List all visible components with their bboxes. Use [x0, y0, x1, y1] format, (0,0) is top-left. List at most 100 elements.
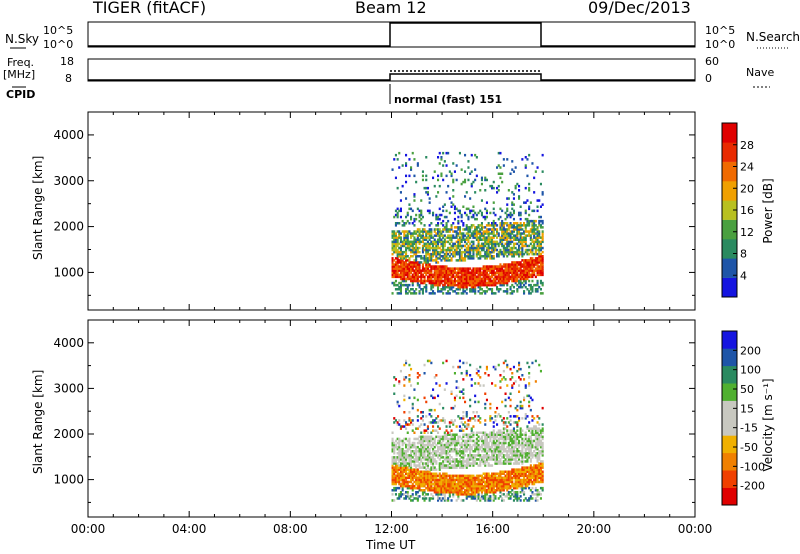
- data-cell: [421, 244, 424, 248]
- data-cell: [491, 464, 494, 467]
- data-cell: [438, 419, 441, 422]
- data-cell: [528, 486, 531, 490]
- data-cell: [452, 189, 455, 192]
- data-cell: [408, 466, 411, 469]
- data-cell: [524, 443, 527, 447]
- data-cell: [487, 244, 490, 248]
- data-cell: [464, 250, 467, 254]
- data-cell: [519, 271, 522, 274]
- data-cell: [512, 476, 515, 480]
- data-cell: [421, 174, 424, 178]
- data-cell: [403, 474, 406, 478]
- data-cell: [401, 460, 404, 463]
- data-cell: [465, 361, 468, 365]
- data-cell: [538, 265, 541, 268]
- data-cell: [465, 271, 468, 274]
- data-cell: [492, 230, 495, 233]
- data-cell: [509, 269, 512, 272]
- data-cell: [506, 431, 509, 434]
- data-cell: [523, 474, 526, 478]
- data-cell: [458, 269, 461, 272]
- data-cell: [480, 182, 483, 186]
- data-cell: [408, 271, 411, 274]
- data-cell: [489, 265, 492, 268]
- data-cell: [534, 228, 537, 231]
- data-cell: [445, 435, 448, 439]
- data-cell: [421, 290, 424, 293]
- data-cell: [482, 433, 485, 436]
- data-cell: [423, 429, 426, 432]
- data-cell: [472, 433, 475, 436]
- data-cell: [494, 441, 497, 445]
- data-cell: [398, 497, 401, 500]
- data-cell: [440, 172, 443, 175]
- data-cell: [428, 476, 431, 480]
- data-cell: [405, 263, 408, 266]
- data-cell: [443, 283, 446, 287]
- data-cell: [504, 211, 507, 215]
- data-cell: [415, 246, 418, 250]
- data-cell: [474, 456, 477, 459]
- data-cell: [487, 240, 490, 244]
- data-cell: [450, 437, 453, 441]
- data-cell: [442, 486, 445, 490]
- data-cell: [497, 265, 500, 268]
- data-cell: [484, 265, 487, 268]
- data-cell: [416, 437, 419, 441]
- data-cell: [415, 476, 418, 480]
- data-cell: [465, 285, 468, 289]
- data-cell: [425, 429, 428, 432]
- data-cell: [482, 242, 485, 246]
- data-cell: [428, 408, 431, 412]
- data-cell: [450, 234, 453, 237]
- data-cell: [410, 484, 413, 488]
- data-cell: [445, 464, 448, 467]
- data-cell: [499, 267, 502, 270]
- data-cell: [432, 246, 435, 250]
- data-cell: [511, 277, 514, 281]
- data-cell: [410, 462, 413, 465]
- data-cell: [398, 281, 401, 285]
- data-cell: [507, 435, 510, 439]
- data-cell: [484, 292, 487, 295]
- data-cell: [450, 248, 453, 252]
- data-cell: [539, 431, 542, 434]
- data-cell: [509, 172, 512, 175]
- data-cell: [531, 250, 534, 254]
- data-cell: [425, 279, 428, 283]
- data-cell: [415, 271, 418, 274]
- data-cell: [470, 290, 473, 293]
- data-cell: [497, 437, 500, 441]
- data-cell: [536, 244, 539, 248]
- data-cell: [423, 230, 426, 233]
- data-cell: [450, 238, 453, 241]
- data-cell: [491, 184, 494, 188]
- data-cell: [484, 462, 487, 465]
- data-cell: [443, 497, 446, 500]
- data-cell: [518, 419, 521, 422]
- data-cell: [462, 476, 465, 480]
- data-cell: [514, 252, 517, 256]
- data-cell: [406, 285, 409, 289]
- data-cell: [423, 480, 426, 484]
- data-cell: [411, 250, 414, 254]
- data-cell: [416, 248, 419, 252]
- data-cell: [399, 474, 402, 478]
- data-cell: [458, 466, 461, 469]
- data-cell: [447, 460, 450, 463]
- data-cell: [396, 263, 399, 266]
- data-cell: [406, 480, 409, 484]
- data-cell: [480, 482, 483, 486]
- data-cell: [433, 429, 436, 432]
- data-cell: [509, 447, 512, 451]
- data-cell: [462, 236, 465, 239]
- data-cell: [448, 425, 451, 428]
- data-cell: [523, 224, 526, 227]
- data-cell: [420, 472, 423, 475]
- data-cell: [423, 462, 426, 465]
- data-cell: [523, 240, 526, 244]
- data-cell: [394, 238, 397, 241]
- data-cell: [403, 232, 406, 235]
- data-cell: [406, 255, 409, 258]
- data-cell: [504, 252, 507, 256]
